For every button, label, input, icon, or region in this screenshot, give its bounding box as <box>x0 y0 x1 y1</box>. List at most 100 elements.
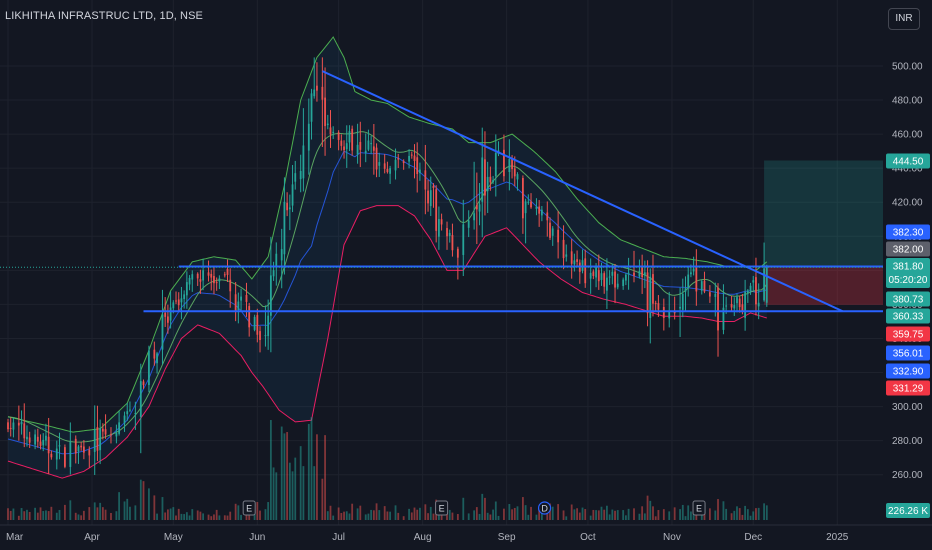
candle-body <box>744 292 747 318</box>
volume-bar <box>673 507 676 520</box>
candle-body <box>310 93 313 122</box>
candle-body <box>730 304 733 308</box>
descending-trendline <box>321 70 844 313</box>
volume-bar <box>744 505 747 520</box>
candle-body <box>383 163 386 169</box>
candle-body <box>589 272 592 279</box>
candle-body <box>435 189 438 231</box>
candle-body <box>733 305 736 309</box>
volume-bar <box>288 462 291 520</box>
volume-bar <box>188 515 191 520</box>
candle-body <box>259 331 261 340</box>
volume-bar <box>45 510 47 520</box>
volume-bar <box>524 505 527 520</box>
price-tag-label: 359.75 <box>893 330 924 341</box>
volume-bar <box>207 514 210 520</box>
volume-bar <box>440 514 443 520</box>
candle-body <box>408 155 410 162</box>
candle-body <box>316 85 318 91</box>
volume-bar <box>332 515 335 520</box>
basis-line <box>7 150 767 455</box>
volume-bar <box>370 509 373 520</box>
candle-body <box>99 428 102 451</box>
volume-bar <box>641 506 644 520</box>
candle-body <box>280 249 283 261</box>
volume-bar <box>551 506 554 520</box>
candle-body <box>291 184 294 206</box>
grid <box>0 0 883 525</box>
candle-body <box>375 147 378 170</box>
volume-bar <box>310 417 313 520</box>
candle-body <box>484 159 486 196</box>
candle-body <box>134 413 137 415</box>
volume-bar <box>299 446 302 520</box>
candle-body <box>638 271 641 277</box>
volume-bar <box>562 510 565 520</box>
candle-body <box>180 298 183 303</box>
price-tick-label: 500.00 <box>892 62 923 73</box>
volume-bar <box>416 509 419 520</box>
candle-body <box>229 279 232 292</box>
candle-body <box>627 272 630 275</box>
candle-body <box>606 277 608 291</box>
candle-body <box>64 447 66 467</box>
price-tag <box>886 308 930 324</box>
volume-bar <box>597 510 600 520</box>
candle-body <box>34 434 36 445</box>
volume-bar <box>215 509 218 520</box>
drawn-lines[interactable] <box>0 70 883 313</box>
candle-body <box>93 429 96 452</box>
volume-bar <box>657 510 660 520</box>
volume-bar <box>570 504 573 520</box>
volume-bar <box>616 510 619 520</box>
time-tick-label: May <box>164 532 183 543</box>
candle-body <box>633 272 635 276</box>
candle-body <box>164 312 167 317</box>
candle-body <box>142 381 145 386</box>
volume-bar <box>633 508 635 520</box>
volume-bar <box>17 515 20 520</box>
volume-bar <box>513 507 516 520</box>
volume-bar <box>191 509 194 520</box>
candle-body <box>643 272 646 276</box>
candle-body <box>58 445 61 447</box>
price-tags: 444.50 382.30 382.00 381.80 05:20:20 380.73 36… <box>886 153 930 518</box>
candle-body <box>332 131 335 134</box>
volume-bar <box>316 434 318 520</box>
candle-body <box>210 273 213 278</box>
volume-bar <box>156 513 158 520</box>
candle-body <box>264 335 267 337</box>
volume-bar <box>96 507 99 520</box>
volume-bar <box>611 509 614 520</box>
long-position-tool[interactable] <box>764 160 883 305</box>
volume-bar <box>714 510 717 520</box>
candle-body <box>237 301 240 311</box>
volume-bar <box>410 512 413 520</box>
currency-button[interactable]: INR <box>888 8 920 30</box>
time-axis[interactable]: Mar Apr May Jun Jul Aug Sep Oct Nov Dec 2025 <box>0 524 932 550</box>
volume-bar <box>736 506 738 520</box>
candle-body <box>324 97 326 127</box>
volume-bar <box>329 505 332 520</box>
volume-bar <box>595 510 597 520</box>
candle-body <box>397 158 400 160</box>
volume-bar <box>451 512 454 520</box>
volume-bar <box>264 509 267 520</box>
volume-bar <box>413 507 416 520</box>
candle-body <box>662 306 665 318</box>
candle-body <box>608 276 611 278</box>
volume-bar <box>746 509 749 520</box>
volume-bar <box>383 506 386 520</box>
volume-bar <box>104 509 107 520</box>
candle-body <box>489 176 492 183</box>
candle-body <box>565 254 568 257</box>
candle-body <box>340 140 343 146</box>
time-tick-label: Oct <box>580 532 596 543</box>
price-tick-label: 460.00 <box>892 130 923 141</box>
candle-body <box>432 185 435 188</box>
volume-bar <box>638 513 641 520</box>
candle-body <box>175 300 177 302</box>
candle-body <box>386 168 389 173</box>
